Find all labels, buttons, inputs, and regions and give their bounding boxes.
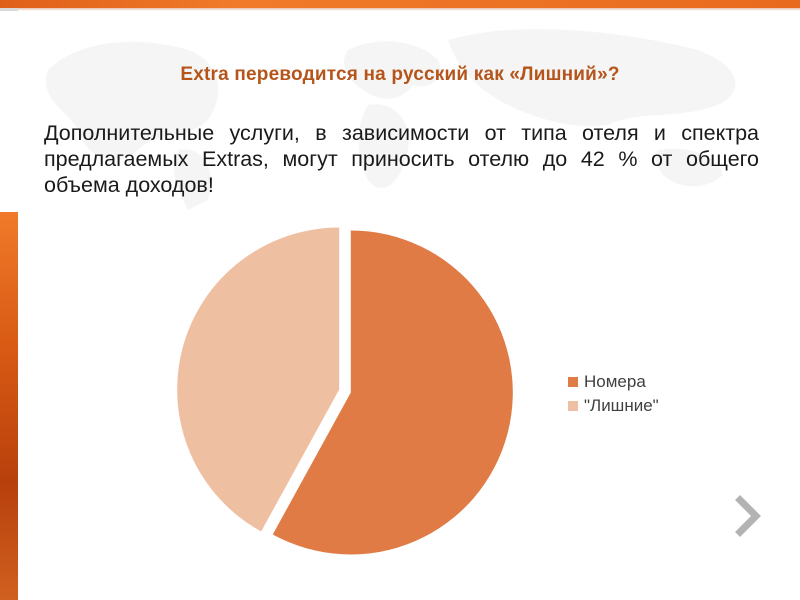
legend-swatch-rooms xyxy=(568,377,578,387)
legend-swatch-extras xyxy=(568,401,578,411)
slide-heading: Extra переводится на русский как «Лишний… xyxy=(180,64,620,85)
top-bar-shadow xyxy=(0,8,800,11)
corner-tab xyxy=(0,8,18,11)
legend-item-extras: "Лишние" xyxy=(568,394,659,418)
left-accent-bar xyxy=(0,212,18,600)
slide-paragraph: Дополнительные услуги, в зависимости от … xyxy=(44,121,759,197)
world-map-watermark xyxy=(45,29,736,210)
legend-item-rooms: Номера xyxy=(568,370,659,394)
chart-legend: Номера "Лишние" xyxy=(568,370,659,418)
chevron-right-icon xyxy=(735,495,761,537)
pie-slices xyxy=(177,227,513,555)
pie-slice-rooms xyxy=(272,230,513,555)
legend-label-rooms: Номера xyxy=(584,372,646,391)
pie-slice-extras xyxy=(177,227,340,532)
legend-label-extras: "Лишние" xyxy=(584,396,659,415)
top-accent-bar xyxy=(0,0,800,8)
next-slide-button[interactable] xyxy=(730,492,770,540)
